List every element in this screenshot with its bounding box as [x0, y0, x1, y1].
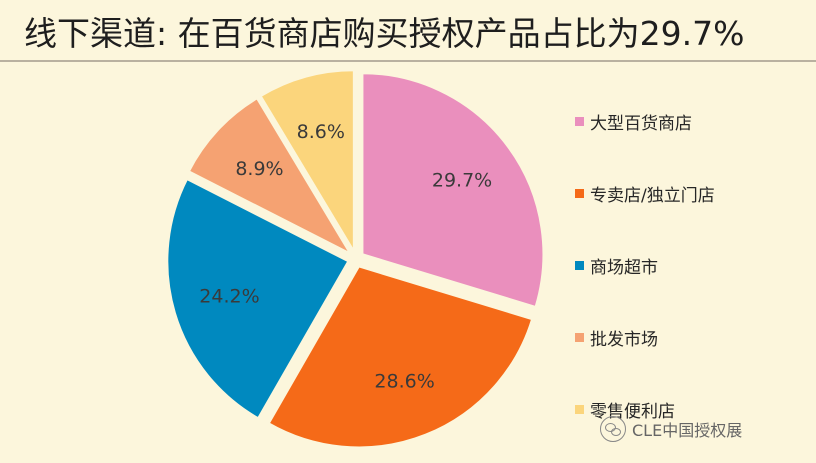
wechat-icon [600, 416, 626, 442]
legend-label: 批发市场 [590, 329, 658, 350]
pie-slice-5 [259, 69, 355, 255]
title-divider [0, 60, 816, 62]
watermark: CLE中国授权展 [600, 416, 742, 442]
legend-swatch [575, 404, 584, 414]
legend-item-2: 专卖店/独立门店 [575, 180, 715, 206]
legend-swatch [575, 260, 584, 270]
legend-item-1: 大型百货商店 [575, 108, 692, 134]
pie-slice-2 [267, 265, 534, 449]
pie-slice-label-2: 28.6% [374, 371, 434, 393]
pie-slice-label-4: 8.9% [235, 158, 283, 180]
pie-slice-4 [187, 96, 353, 257]
watermark-text: CLE中国授权展 [632, 421, 743, 440]
legend-swatch [575, 188, 584, 198]
legend-swatch [575, 116, 584, 126]
pie-slice-label-5: 8.6% [297, 121, 345, 143]
pie-slice-label-1: 29.7% [432, 169, 492, 191]
legend-label: 商场超市 [590, 257, 658, 278]
pie-slice-3 [166, 177, 350, 420]
legend-swatch [575, 332, 584, 342]
legend-label: 大型百货商店 [590, 113, 692, 134]
legend-label: 专卖店/独立门店 [590, 185, 715, 206]
pie-slice-label-3: 24.2% [199, 286, 259, 308]
legend-item-4: 批发市场 [575, 324, 658, 350]
legend-item-3: 商场超市 [575, 252, 658, 278]
page-title: 线下渠道: 在百货商店购买授权产品占比为29.7% [24, 14, 745, 53]
pie-slice-1 [361, 72, 545, 309]
